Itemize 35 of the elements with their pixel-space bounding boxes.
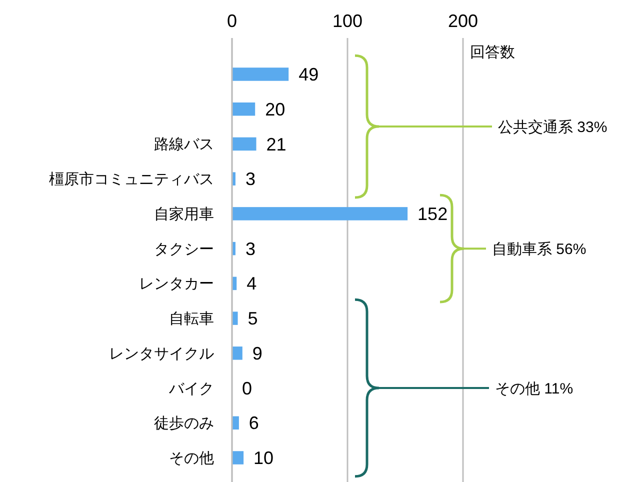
y-tick-label: 自転車 [169,310,214,328]
y-tick-label: 橿原市コミュニティバス [49,171,214,188]
data-label: 0 [242,378,252,398]
data-label: 9 [252,343,262,364]
y-tick-label: その他 [169,450,214,468]
bar [232,346,242,360]
data-label: 3 [245,238,256,259]
y-tick-label: レンタサイクル [109,345,214,362]
bar [232,207,408,220]
data-label: 5 [248,308,258,329]
bar [232,137,256,151]
bar [232,451,244,464]
y-tick-label: バイク [168,380,214,398]
data-label: 21 [266,134,286,154]
x-tick-label: 200 [448,11,478,31]
data-label: 10 [254,448,274,468]
y-tick-label: 路線バス [154,136,214,154]
x-tick-label: 0 [226,11,238,31]
data-label: 3 [245,169,256,190]
data-label: 152 [418,204,448,224]
x-axis-title: 回答数 [470,44,515,61]
text: 公共交通系 33% [498,118,608,136]
bar [232,68,289,81]
data-label: 20 [265,99,286,120]
bar [232,102,256,116]
y-tick-label: 徒歩のみ [154,415,214,432]
y-tick-label: レンタカー [139,276,214,293]
data-label: 6 [248,413,259,434]
text: その他 11% [495,380,574,398]
data-label: 4 [246,274,257,294]
text: 自動車系 56% [492,240,586,258]
y-tick-label: 自家用車 [154,206,214,223]
x-tick-label: 100 [332,11,363,31]
y-tick-label: タクシー [154,240,214,258]
data-label: 49 [298,64,319,85]
